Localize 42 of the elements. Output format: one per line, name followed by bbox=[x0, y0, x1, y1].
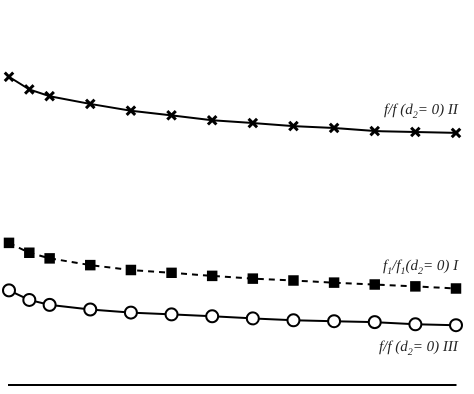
point bbox=[327, 314, 342, 328]
point bbox=[3, 71, 15, 83]
point bbox=[83, 302, 98, 316]
point bbox=[206, 114, 218, 126]
point bbox=[85, 260, 96, 270]
point bbox=[288, 120, 300, 132]
point bbox=[328, 277, 340, 288]
point bbox=[369, 279, 380, 290]
point bbox=[205, 309, 220, 324]
point bbox=[166, 110, 178, 122]
point bbox=[368, 315, 382, 330]
point bbox=[124, 306, 138, 320]
point bbox=[4, 238, 14, 248]
point bbox=[410, 281, 421, 292]
series-label: f/f (d$_{2}$= 0) II bbox=[384, 102, 458, 121]
point bbox=[286, 313, 300, 328]
point bbox=[126, 264, 136, 276]
point bbox=[2, 283, 16, 298]
point bbox=[450, 283, 462, 294]
point bbox=[166, 268, 177, 278]
point bbox=[24, 248, 35, 258]
point bbox=[84, 98, 96, 110]
point bbox=[328, 122, 340, 134]
point bbox=[410, 126, 422, 138]
point bbox=[246, 311, 260, 326]
point bbox=[42, 298, 57, 312]
point bbox=[449, 318, 463, 332]
point bbox=[125, 104, 137, 116]
point bbox=[247, 117, 259, 129]
point bbox=[288, 275, 299, 286]
series-label: f$_{1}$/f$_{1}$(d$_{2}$= 0) I bbox=[383, 258, 458, 277]
point bbox=[22, 292, 36, 307]
point bbox=[44, 253, 55, 264]
point bbox=[24, 84, 36, 96]
series-label: f/f (d$_{2}$= 0) III bbox=[379, 339, 458, 358]
point bbox=[450, 127, 462, 139]
point bbox=[408, 317, 422, 332]
point bbox=[368, 125, 380, 137]
point bbox=[248, 273, 258, 284]
point bbox=[164, 307, 179, 322]
point bbox=[206, 270, 218, 282]
point bbox=[44, 90, 56, 102]
